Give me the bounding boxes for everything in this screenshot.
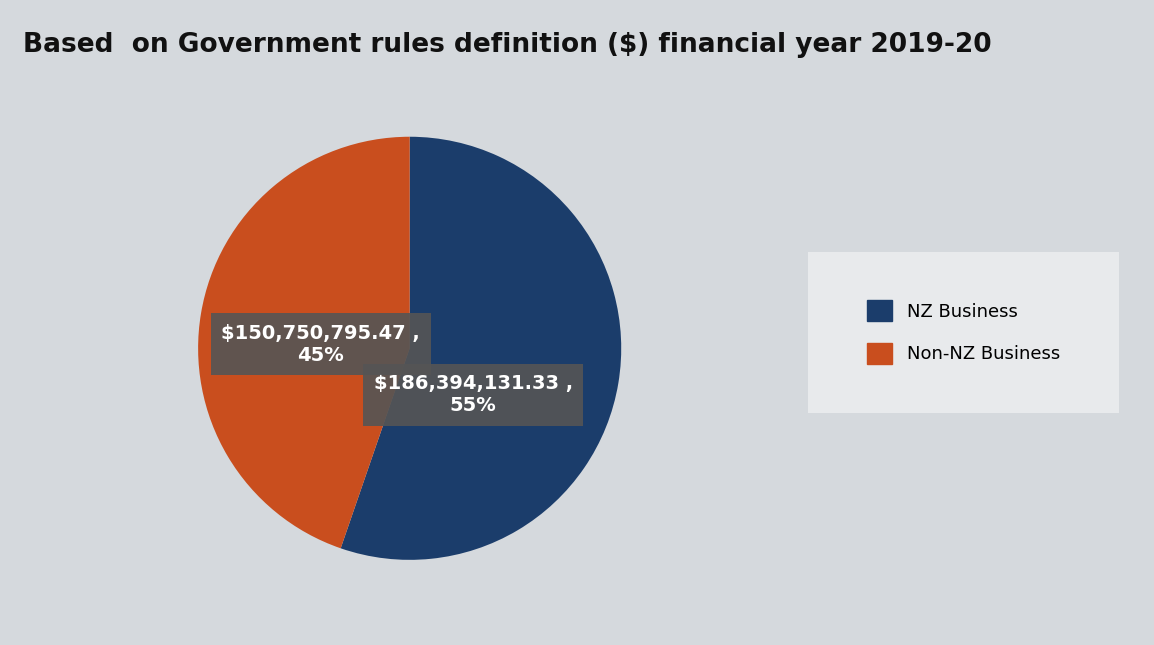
Text: $150,750,795.47 ,
45%: $150,750,795.47 , 45% bbox=[222, 324, 420, 364]
Legend: NZ Business, Non-NZ Business: NZ Business, Non-NZ Business bbox=[853, 286, 1074, 379]
Wedge shape bbox=[340, 137, 621, 560]
Text: Based  on Government rules definition ($) financial year 2019-20: Based on Government rules definition ($)… bbox=[23, 32, 992, 58]
Wedge shape bbox=[198, 137, 410, 548]
Text: $186,394,131.33 ,
55%: $186,394,131.33 , 55% bbox=[374, 374, 572, 415]
